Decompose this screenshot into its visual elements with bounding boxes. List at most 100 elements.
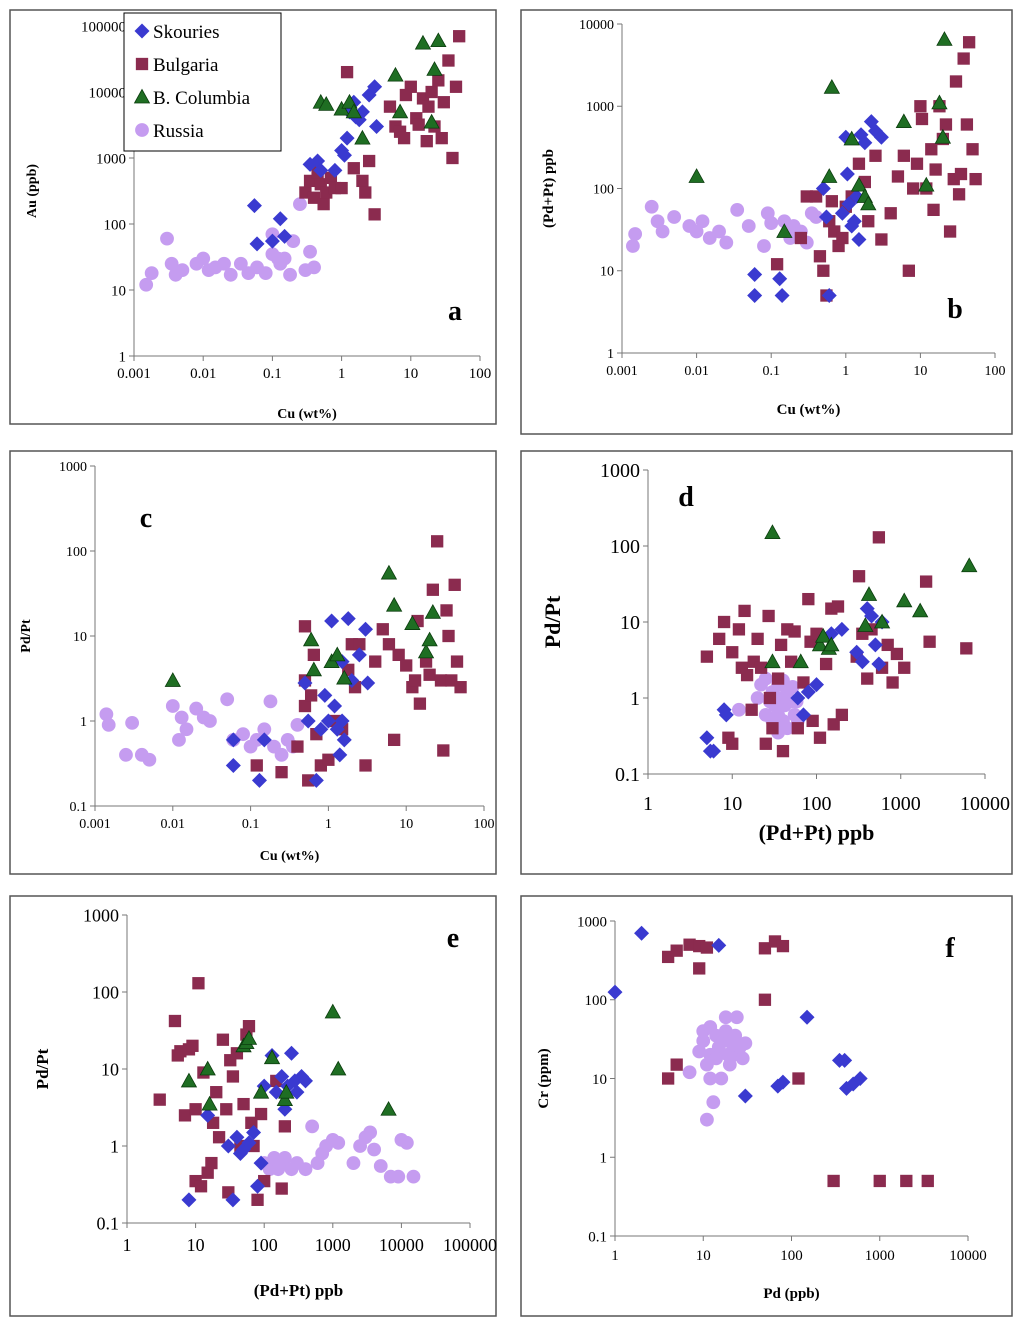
series-russia: [139, 197, 321, 292]
data-point: [763, 691, 777, 705]
data-point: [220, 692, 235, 707]
data-point: [785, 679, 800, 694]
data-point: [857, 135, 873, 151]
data-point: [857, 617, 874, 632]
data-point: [346, 1156, 361, 1170]
data-point: [347, 162, 360, 175]
data-point: [827, 1174, 840, 1188]
data-point: [738, 604, 751, 618]
x-tick-label: 10000: [960, 793, 1010, 815]
data-point: [809, 190, 823, 203]
data-point: [189, 1103, 202, 1116]
data-point: [918, 176, 935, 192]
data-point: [369, 119, 385, 135]
data-point: [644, 199, 659, 214]
legend-box: [123, 12, 282, 152]
data-point: [367, 1142, 382, 1157]
y-tick-label: 0.1: [70, 800, 88, 815]
y-tick-label: 1000: [83, 905, 119, 925]
data-point: [192, 977, 205, 990]
data-point: [212, 1131, 226, 1144]
series-russia: [99, 692, 305, 767]
data-point: [607, 984, 623, 1000]
data-point: [327, 698, 343, 714]
data-point: [426, 583, 439, 596]
data-point: [759, 737, 772, 750]
data-point: [250, 759, 263, 772]
data-point: [919, 575, 933, 588]
x-axis-label: Pd (ppb): [763, 1286, 819, 1302]
y-tick-label: 100: [585, 993, 608, 1009]
data-point: [329, 646, 346, 662]
panel-letter: d: [678, 482, 694, 513]
data-point: [939, 118, 953, 131]
data-point: [317, 197, 330, 211]
data-point: [144, 266, 159, 281]
data-point: [454, 681, 467, 694]
data-point: [256, 732, 272, 748]
data-point: [709, 1051, 724, 1066]
data-point: [780, 691, 795, 705]
data-point: [655, 224, 670, 239]
data-point: [164, 672, 181, 687]
data-point: [340, 611, 356, 627]
x-tick-label: 0.001: [79, 817, 111, 832]
y-tick-label: 10: [592, 1072, 607, 1088]
data-point: [650, 214, 665, 229]
data-point: [730, 202, 745, 217]
data-point: [850, 176, 868, 192]
data-point: [201, 1095, 218, 1111]
data-point: [898, 661, 911, 674]
data-point: [800, 190, 813, 203]
data-point: [369, 655, 382, 668]
data-point: [809, 210, 824, 224]
data-point: [861, 672, 874, 685]
data-point: [969, 172, 982, 186]
x-tick-label: 0.1: [263, 366, 282, 382]
data-point: [771, 672, 785, 685]
data-point: [800, 684, 816, 700]
data-point: [849, 644, 865, 660]
data-point: [960, 642, 973, 655]
panel-c: 0.001 0.01 0.1 1 10 100 0.1 1 10 100 1000 Cu (wt%) P…: [9, 450, 497, 875]
panel-letter: b: [947, 294, 963, 325]
series-skouries: [747, 114, 889, 304]
data-point: [303, 244, 317, 259]
series-b-columbia: [164, 564, 442, 687]
data-point: [179, 722, 194, 737]
legend: Skouries Bulgaria B. Columbia Russia: [123, 12, 282, 152]
data-point: [419, 655, 433, 668]
data-point: [356, 174, 369, 188]
data-point: [852, 570, 866, 583]
data-point: [220, 1103, 233, 1116]
data-point: [747, 267, 763, 283]
data-point: [732, 702, 746, 717]
data-point: [334, 713, 350, 729]
panel-letter: e: [447, 923, 459, 954]
data-point: [961, 557, 978, 573]
data-point: [307, 191, 321, 204]
data-point: [307, 260, 321, 275]
data-point: [873, 613, 891, 629]
x-tick-label: 10: [696, 1248, 711, 1264]
data-point: [298, 1162, 313, 1177]
data-point: [792, 653, 809, 669]
panel-letter: f: [945, 933, 955, 964]
x-tick-label: 1: [325, 817, 332, 832]
data-point: [825, 195, 838, 208]
y-tick-label: 10000: [89, 85, 127, 101]
data-point: [142, 752, 157, 767]
data-point: [696, 1034, 711, 1048]
data-point: [747, 288, 763, 304]
data-point: [821, 168, 838, 183]
data-point: [277, 251, 292, 266]
data-point: [203, 714, 217, 728]
panel-b: 0.001 0.01 0.1 1 10 100 1 10 100 1000 10000 Cu (wt%…: [520, 9, 1013, 435]
x-axis-label: Cu (wt%): [277, 407, 337, 422]
data-point: [423, 113, 440, 129]
data-point: [251, 1193, 264, 1206]
data-point: [324, 1003, 341, 1019]
data-point: [242, 1020, 256, 1033]
data-point: [802, 592, 815, 606]
data-point: [626, 239, 640, 253]
